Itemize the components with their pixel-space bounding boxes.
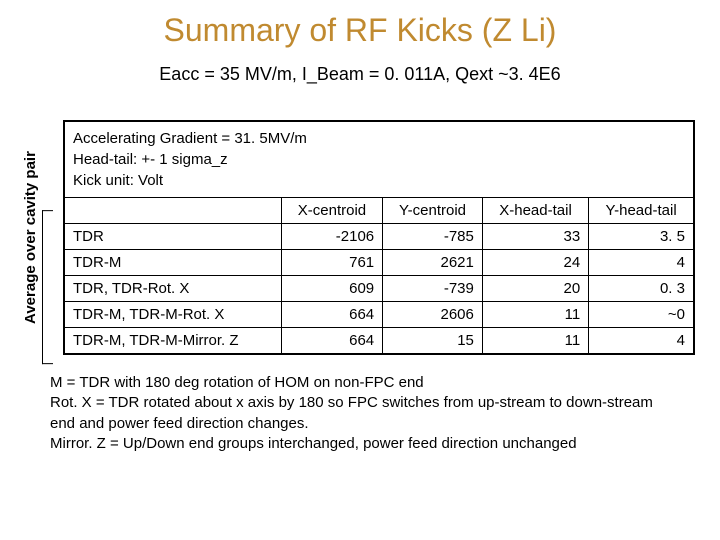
table-column-headers: X-centroid Y-centroid X-head-tail Y-head… — [64, 198, 694, 224]
cell: 609 — [281, 276, 382, 302]
cell: 4 — [589, 328, 694, 355]
table-row: TDR -2106 -785 33 3. 5 — [64, 224, 694, 250]
col-header: Y-centroid — [383, 198, 483, 224]
col-header: X-centroid — [281, 198, 382, 224]
y-axis-label: Average over cavity pair — [22, 151, 39, 324]
cell: 33 — [482, 224, 588, 250]
cell: TDR — [64, 224, 281, 250]
cell: 2621 — [383, 250, 483, 276]
kicks-table: Accelerating Gradient = 31. 5MV/m Head-t… — [63, 120, 695, 355]
y-axis-label-container: Average over cavity pair — [15, 120, 45, 355]
table-row: TDR, TDR-Rot. X 609 -739 20 0. 3 — [64, 276, 694, 302]
col-header: Y-head-tail — [589, 198, 694, 224]
table-row: TDR-M, TDR-M-Rot. X 664 2606 11 ~0 — [64, 302, 694, 328]
cell: TDR-M, TDR-M-Mirror. Z — [64, 328, 281, 355]
col-header — [64, 198, 281, 224]
cell: ~0 — [589, 302, 694, 328]
bracket-decoration — [42, 210, 53, 365]
footnote: M = TDR with 180 deg rotation of HOM on … — [0, 355, 720, 454]
cell: 20 — [482, 276, 588, 302]
cell: 4 — [589, 250, 694, 276]
cell: TDR-M, TDR-M-Rot. X — [64, 302, 281, 328]
cell: 15 — [383, 328, 483, 355]
cell: 0. 3 — [589, 276, 694, 302]
cell: 664 — [281, 302, 382, 328]
subtitle: Eacc = 35 MV/m, I_Beam = 0. 011A, Qext ~… — [0, 64, 720, 85]
header-line: Kick unit: Volt — [73, 170, 685, 191]
cell: 24 — [482, 250, 588, 276]
table-row: TDR-M 761 2621 24 4 — [64, 250, 694, 276]
cell: TDR, TDR-Rot. X — [64, 276, 281, 302]
cell: 664 — [281, 328, 382, 355]
footnote-line: Mirror. Z = Up/Down end groups interchan… — [50, 434, 680, 454]
header-line: Head-tail: +- 1 sigma_z — [73, 149, 685, 170]
cell: 2606 — [383, 302, 483, 328]
page-title: Summary of RF Kicks (Z Li) — [0, 0, 720, 49]
cell: -2106 — [281, 224, 382, 250]
header-line: Accelerating Gradient = 31. 5MV/m — [73, 128, 685, 149]
footnote-line: Rot. X = TDR rotated about x axis by 180… — [50, 393, 680, 434]
cell: 3. 5 — [589, 224, 694, 250]
footnote-line: M = TDR with 180 deg rotation of HOM on … — [50, 373, 680, 393]
table-header-block: Accelerating Gradient = 31. 5MV/m Head-t… — [64, 121, 694, 198]
table-row: TDR-M, TDR-M-Mirror. Z 664 15 11 4 — [64, 328, 694, 355]
cell: 11 — [482, 328, 588, 355]
cell: TDR-M — [64, 250, 281, 276]
cell: 11 — [482, 302, 588, 328]
cell: -785 — [383, 224, 483, 250]
col-header: X-head-tail — [482, 198, 588, 224]
cell: 761 — [281, 250, 382, 276]
cell: -739 — [383, 276, 483, 302]
